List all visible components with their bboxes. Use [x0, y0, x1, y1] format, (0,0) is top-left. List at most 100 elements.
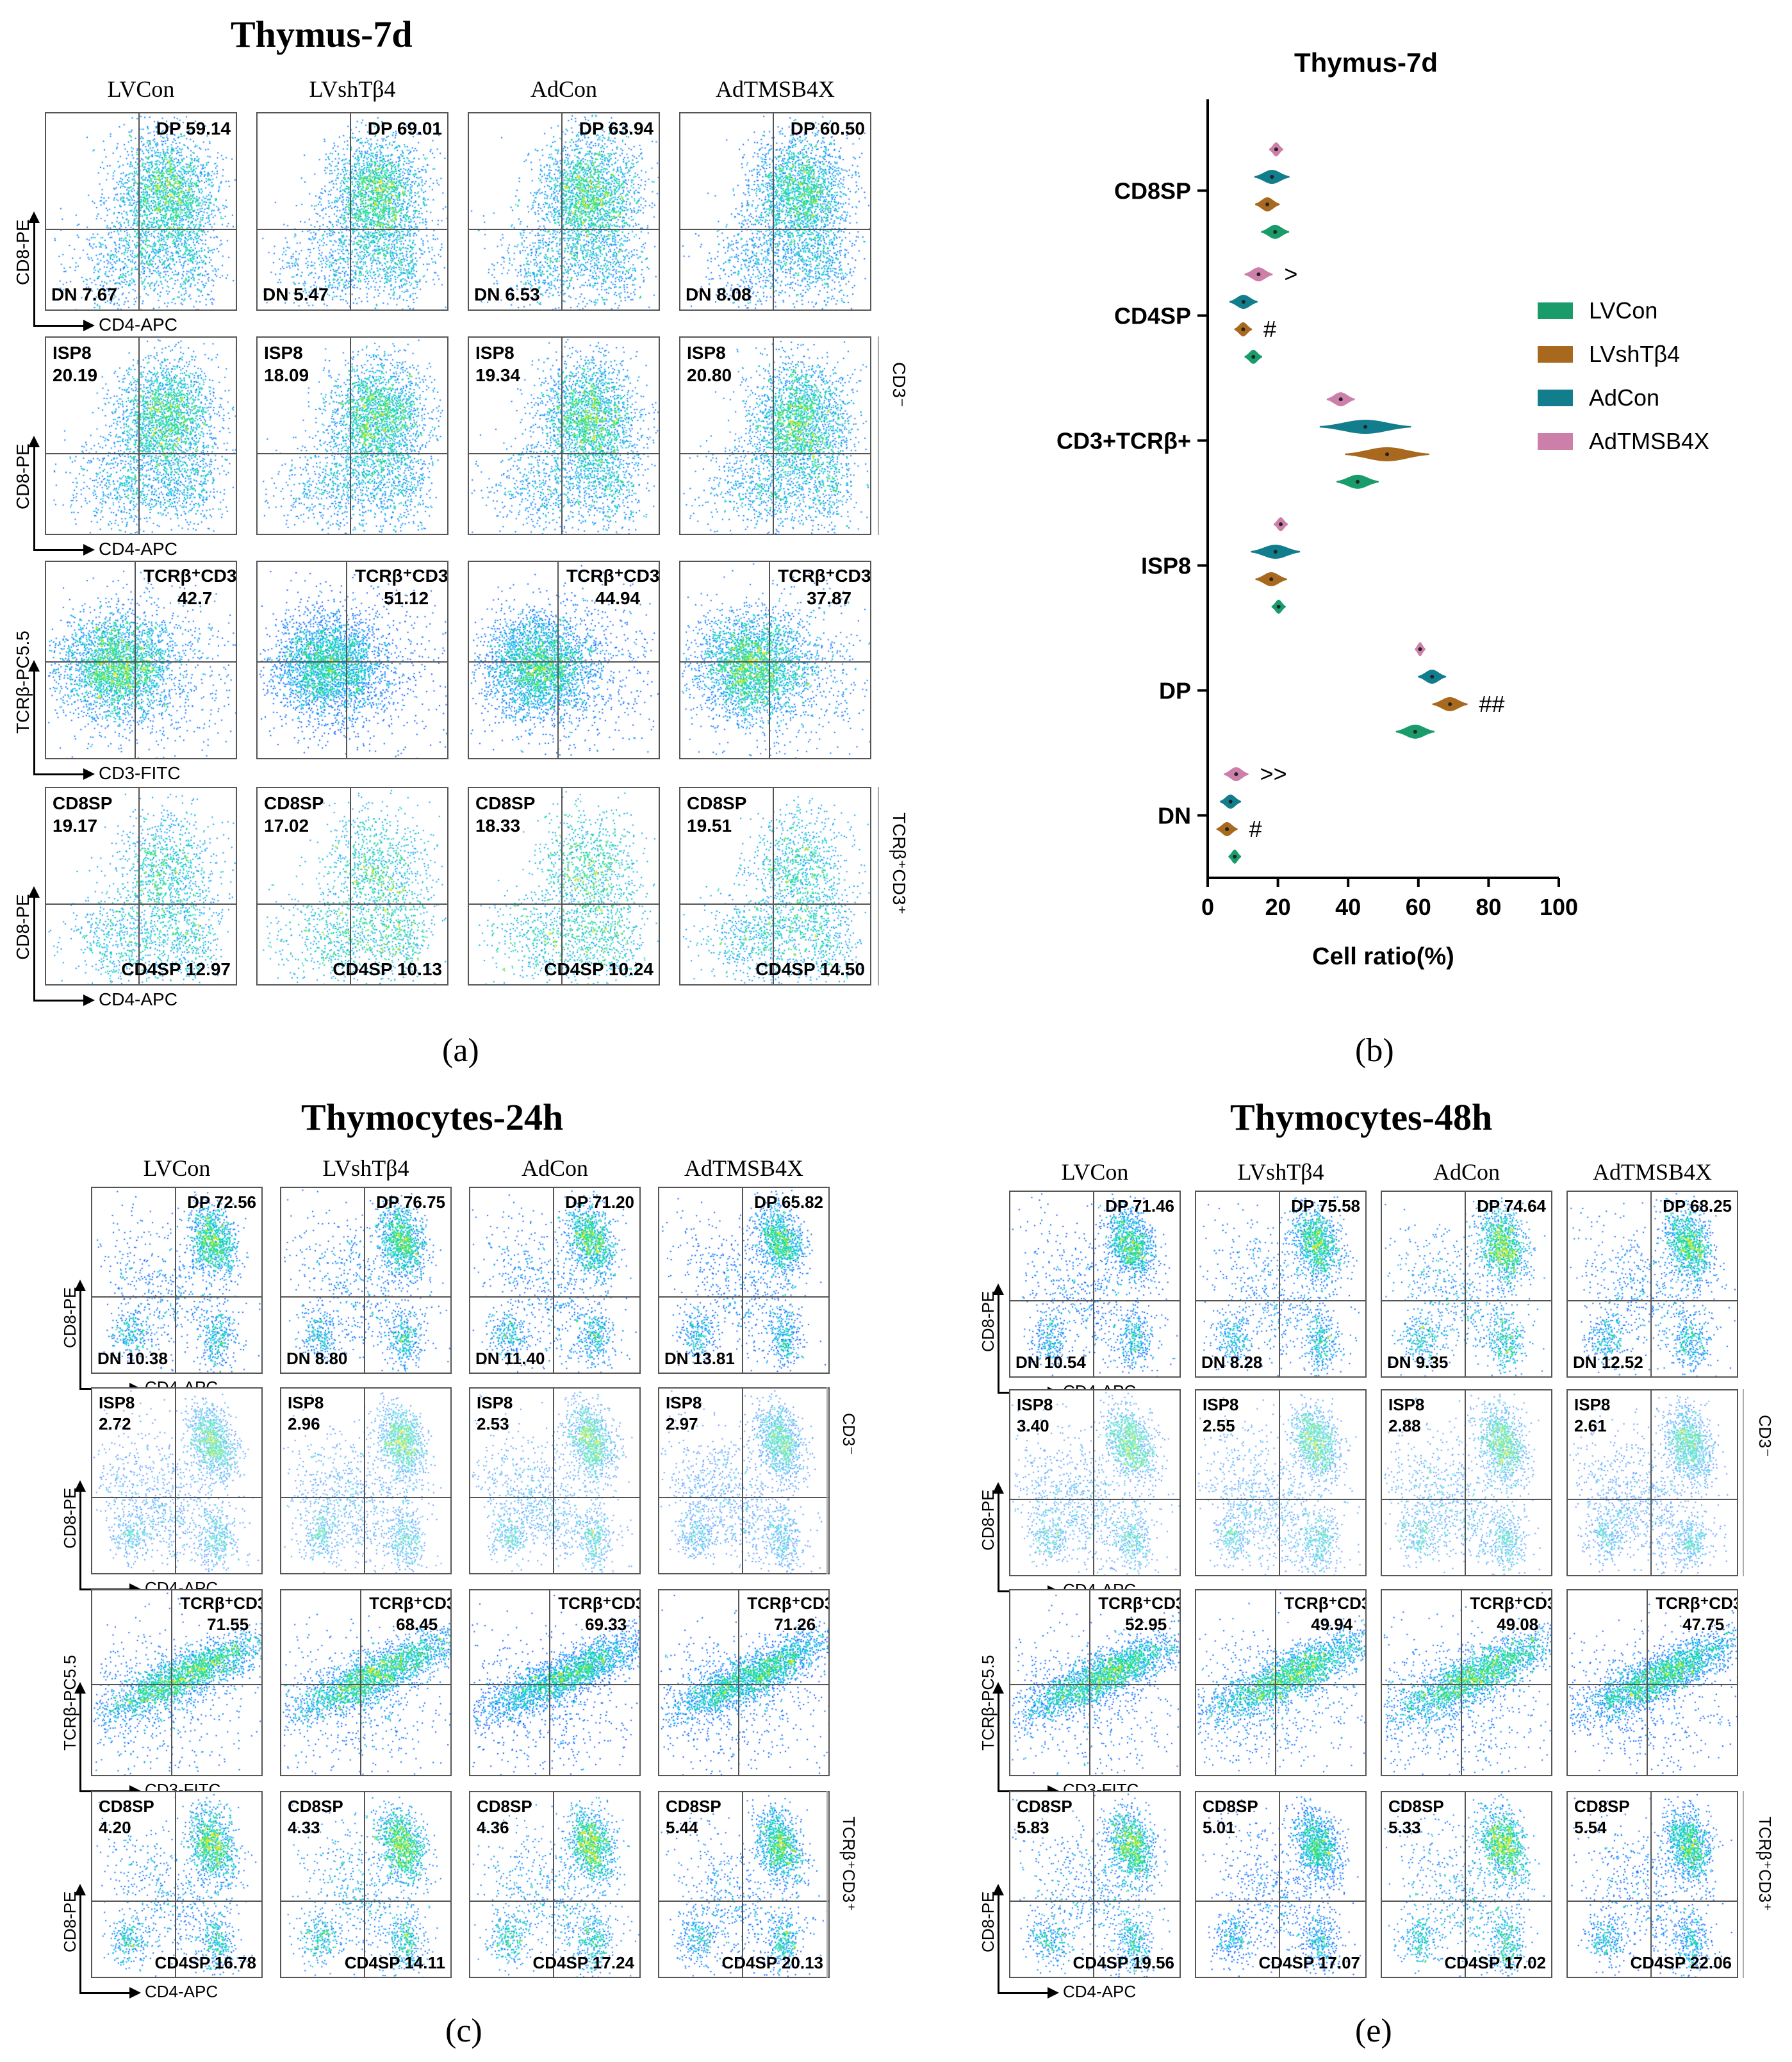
quadrant-horizontal-line: [1196, 1684, 1365, 1685]
quadrant-vertical-line: [1278, 1192, 1280, 1376]
gate-label-bottom: CD4SP 20.13: [721, 1952, 823, 1972]
gate-label-top: TCRβ⁺CD3⁺ 52.95: [1098, 1594, 1180, 1634]
quadrant-horizontal-line: [1382, 1499, 1551, 1501]
flow-plot-c-r0-c0: DP 72.56 DN 10.38: [91, 1187, 263, 1374]
x-axis-label: CD3-FITC: [99, 763, 181, 783]
flow-plot-c-r3-c2: CD8SP 4.36 CD4SP 17.24: [469, 1791, 641, 1978]
quadrant-horizontal-line: [1010, 1499, 1180, 1501]
gate-label-top: ISP8 2.61: [1574, 1395, 1611, 1435]
median-point: [1234, 772, 1238, 777]
quadrant-vertical-line: [138, 788, 140, 984]
flow-plot-c-r3-c0: CD8SP 4.20 CD4SP 16.78: [91, 1791, 263, 1978]
x-axis-label: CD4-APC: [99, 539, 177, 559]
quadrant-horizontal-line: [258, 228, 447, 230]
median-point: [1241, 327, 1245, 331]
quadrant-vertical-line: [557, 562, 559, 758]
density-dots: [92, 1188, 261, 1373]
quadrant-horizontal-line: [680, 661, 870, 663]
x-tick-label: 20: [1265, 894, 1291, 920]
legend-swatch-AdTMSB4X: [1538, 433, 1573, 450]
gate-label-bottom: CD4SP 14.11: [344, 1952, 445, 1972]
density-dots: [1382, 1590, 1551, 1775]
flow-plot-c-r1-c0: ISP8 2.72: [91, 1387, 263, 1574]
median-point: [1355, 479, 1360, 484]
density-dots: [469, 113, 659, 309]
y-axis-label: CD8-PE: [13, 894, 33, 960]
y-axis-label: CD8-PE: [13, 443, 33, 509]
quadrant-vertical-line: [360, 1590, 362, 1775]
x-axis-label: CD4-APC: [99, 989, 177, 1009]
gate-label-top: ISP8 3.40: [1017, 1395, 1053, 1435]
density-dots: [281, 1792, 450, 1977]
panel-e-title: Thymocytes-48h: [1230, 1096, 1493, 1138]
quadrant-horizontal-line: [659, 1296, 828, 1298]
column-header-c-0: LVCon: [143, 1155, 211, 1181]
density-dots: [46, 788, 236, 984]
flow-plot-c-r3-c1: CD8SP 4.33 CD4SP 14.11: [280, 1791, 452, 1978]
density-dots: [1568, 1192, 1737, 1376]
density-dots: [281, 1188, 450, 1373]
y-tick-label: CD4SP: [1114, 303, 1191, 329]
gate-bracket-line: [1743, 1791, 1744, 1978]
y-axis-arrowhead: [992, 1481, 1004, 1494]
quadrant-horizontal-line: [1382, 1684, 1551, 1685]
flow-plot-a-r2-c0: TCRβ⁺CD3⁺ 42.7: [45, 561, 237, 759]
density-dots: [258, 562, 447, 758]
y-axis-arrow: [79, 1893, 81, 1993]
median-point: [1413, 729, 1417, 734]
y-axis-label: CD8-PE: [978, 1291, 998, 1352]
flow-plot-c-r0-c3: DP 65.82 DN 13.81: [658, 1187, 830, 1374]
gate-label-top: TCRβ⁺CD3⁺ 71.55: [180, 1594, 261, 1634]
x-tick-label: 100: [1540, 894, 1578, 920]
y-axis-label: CD8-PE: [60, 1891, 79, 1952]
quadrant-horizontal-line: [1382, 1300, 1551, 1302]
quadrant-vertical-line: [171, 1590, 173, 1775]
density-dots: [46, 113, 236, 309]
column-header-e-3: AdTMSB4X: [1592, 1159, 1713, 1185]
gate-label-bottom: DN 13.81: [664, 1348, 735, 1368]
gate-label-bottom: DN 10.38: [97, 1348, 168, 1368]
flow-plot-c-r0-c2: DP 71.20 DN 11.40: [469, 1187, 641, 1374]
flow-plot-e-r3-c2: CD8SP 5.33 CD4SP 17.02: [1381, 1791, 1552, 1978]
median-point: [1418, 647, 1422, 652]
quadrant-vertical-line: [773, 338, 774, 534]
quadrant-vertical-line: [346, 562, 347, 758]
quadrant-vertical-line: [1650, 1390, 1652, 1575]
gate-population-label: CD3⁻: [1755, 1415, 1775, 1457]
gate-label-top: TCRβ⁺CD3⁺ 69.33: [558, 1594, 639, 1634]
x-tick-label: 40: [1335, 894, 1361, 920]
gate-label-top: DP 71.20: [565, 1192, 634, 1212]
x-axis-arrow: [33, 549, 85, 551]
y-tick-label: ISP8: [1141, 553, 1191, 579]
y-tick-label: DN: [1158, 803, 1191, 829]
flow-plot-c-r2-c2: TCRβ⁺CD3⁺ 69.33: [469, 1589, 641, 1776]
density-dots: [46, 562, 236, 758]
gate-label-top: DP 60.50: [790, 119, 865, 138]
legend-swatch-LVCon: [1538, 302, 1573, 319]
y-axis-label: TCRβ-PC5.5: [60, 1654, 79, 1751]
x-axis-arrow: [33, 773, 85, 775]
x-axis-label: CD4-APC: [1063, 1982, 1137, 2001]
gate-label-top: TCRβ⁺CD3⁺ 37.87: [778, 566, 871, 608]
gate-label-top: DP 59.14: [156, 119, 231, 138]
x-axis-arrowhead: [83, 320, 95, 331]
gate-label-top: DP 63.94: [579, 119, 654, 138]
y-axis-label: TCRβ-PC5.5: [978, 1654, 998, 1751]
flow-plot-e-r0-c2: DP 74.64 DN 9.35: [1381, 1191, 1552, 1378]
gate-label-top: DP 69.01: [367, 119, 442, 138]
quadrant-vertical-line: [769, 562, 770, 758]
median-point: [1448, 702, 1452, 706]
quadrant-horizontal-line: [281, 1497, 450, 1499]
flow-plot-a-r3-c1: CD8SP 17.02 CD4SP 10.13: [256, 787, 448, 986]
y-axis-arrowhead: [28, 886, 40, 898]
gate-label-top: CD8SP 19.51: [687, 793, 747, 836]
gate-label-top: DP 65.82: [754, 1192, 823, 1212]
gate-label-bottom: DN 11.40: [475, 1348, 545, 1368]
median-point: [1276, 604, 1281, 609]
median-point: [1265, 202, 1270, 206]
quadrant-horizontal-line: [470, 1901, 639, 1902]
y-axis-arrow: [33, 221, 35, 326]
column-header-a-1: LVshTβ4: [309, 76, 396, 102]
y-axis-label: CD8-PE: [60, 1287, 79, 1348]
quadrant-horizontal-line: [46, 903, 236, 905]
